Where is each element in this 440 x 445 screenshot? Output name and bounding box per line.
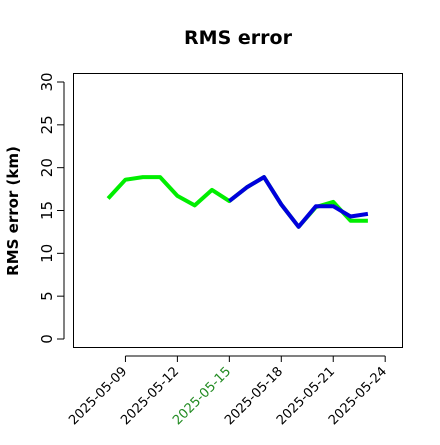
y-tick-label: 5 — [38, 291, 56, 301]
plot-area-frame — [73, 73, 403, 348]
series-line-1 — [106, 175, 368, 229]
y-tick-label: 20 — [38, 158, 56, 177]
series-layer — [106, 175, 369, 229]
y-tick-label: 30 — [38, 72, 56, 91]
y-tick-label: 25 — [38, 115, 56, 134]
y-axis: 0 5 10 15 20 25 30 — [38, 72, 65, 344]
chart-title: RMS error — [184, 27, 293, 49]
y-tick-label: 15 — [38, 201, 56, 220]
y-axis-label: RMS error (km) — [4, 146, 22, 276]
y-tick-label: 0 — [38, 334, 56, 344]
y-tick-label: 10 — [38, 244, 56, 263]
x-axis: 2025-05-092025-05-122025-05-152025-05-18… — [66, 355, 390, 428]
series-line-2 — [228, 175, 369, 229]
